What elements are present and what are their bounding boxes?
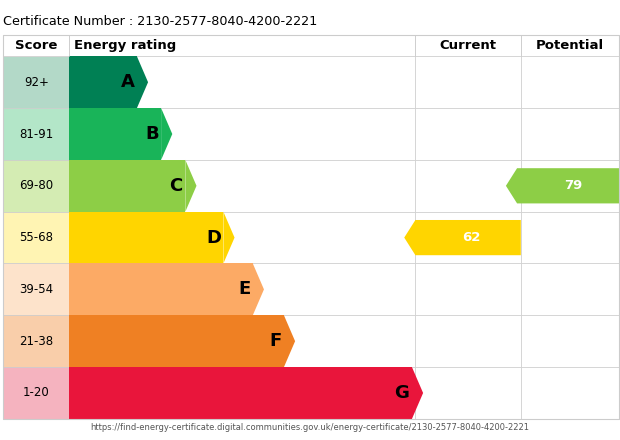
Bar [521, 212, 619, 264]
Bar [69, 108, 161, 160]
Text: Current: Current [440, 39, 497, 52]
Bar [3, 264, 69, 315]
Polygon shape [161, 108, 172, 160]
Polygon shape [506, 168, 620, 203]
Text: 55-68: 55-68 [19, 231, 53, 244]
Polygon shape [284, 315, 295, 367]
Bar [69, 56, 415, 108]
Bar [69, 367, 415, 419]
Bar [415, 35, 521, 56]
Bar [521, 108, 619, 160]
Polygon shape [223, 212, 234, 264]
Text: Energy rating: Energy rating [74, 39, 177, 52]
Bar [3, 160, 69, 212]
Bar [3, 367, 69, 419]
Text: Potential: Potential [536, 39, 604, 52]
Text: 39-54: 39-54 [19, 283, 53, 296]
Text: 69-80: 69-80 [19, 180, 53, 192]
Bar [69, 367, 412, 419]
Text: 62: 62 [462, 231, 480, 244]
Bar [69, 160, 415, 212]
Bar [415, 160, 521, 212]
Text: D: D [206, 229, 221, 246]
Bar [69, 315, 415, 367]
Bar [521, 315, 619, 367]
Bar [69, 315, 284, 367]
Bar [69, 56, 137, 108]
Bar [415, 108, 521, 160]
Text: 21-38: 21-38 [19, 335, 53, 348]
Bar [415, 264, 521, 315]
Polygon shape [404, 220, 521, 255]
Polygon shape [253, 264, 264, 315]
Text: F: F [269, 332, 281, 350]
Text: 1-20: 1-20 [23, 386, 50, 400]
Text: 81-91: 81-91 [19, 128, 53, 140]
Bar [69, 108, 415, 160]
Bar [3, 315, 69, 367]
Polygon shape [185, 160, 197, 212]
Text: 92+: 92+ [24, 76, 49, 89]
Text: E: E [238, 280, 250, 298]
Text: Score: Score [15, 39, 58, 52]
Text: 79: 79 [564, 180, 582, 192]
Bar [415, 315, 521, 367]
Bar [3, 35, 69, 56]
Bar [69, 35, 415, 56]
Text: B: B [145, 125, 159, 143]
Polygon shape [412, 367, 423, 419]
Bar [521, 56, 619, 108]
Text: A: A [120, 73, 135, 91]
Text: C: C [170, 177, 183, 195]
Bar [69, 212, 415, 264]
Bar [521, 35, 619, 56]
Bar [415, 367, 521, 419]
Polygon shape [137, 56, 148, 108]
Bar [69, 264, 253, 315]
Bar [69, 264, 415, 315]
Bar [3, 35, 619, 419]
Bar [69, 212, 223, 264]
Bar [521, 160, 619, 212]
Bar [415, 212, 521, 264]
Bar [415, 56, 521, 108]
Text: G: G [394, 384, 409, 402]
Text: https://find-energy-certificate.digital.communities.gov.uk/energy-certificate/21: https://find-energy-certificate.digital.… [91, 423, 529, 432]
Bar [3, 56, 69, 108]
Bar [3, 212, 69, 264]
Text: Certificate Number : 2130-2577-8040-4200-2221: Certificate Number : 2130-2577-8040-4200… [3, 15, 317, 29]
Bar [69, 160, 185, 212]
Bar [521, 264, 619, 315]
Bar [521, 367, 619, 419]
Bar [3, 108, 69, 160]
